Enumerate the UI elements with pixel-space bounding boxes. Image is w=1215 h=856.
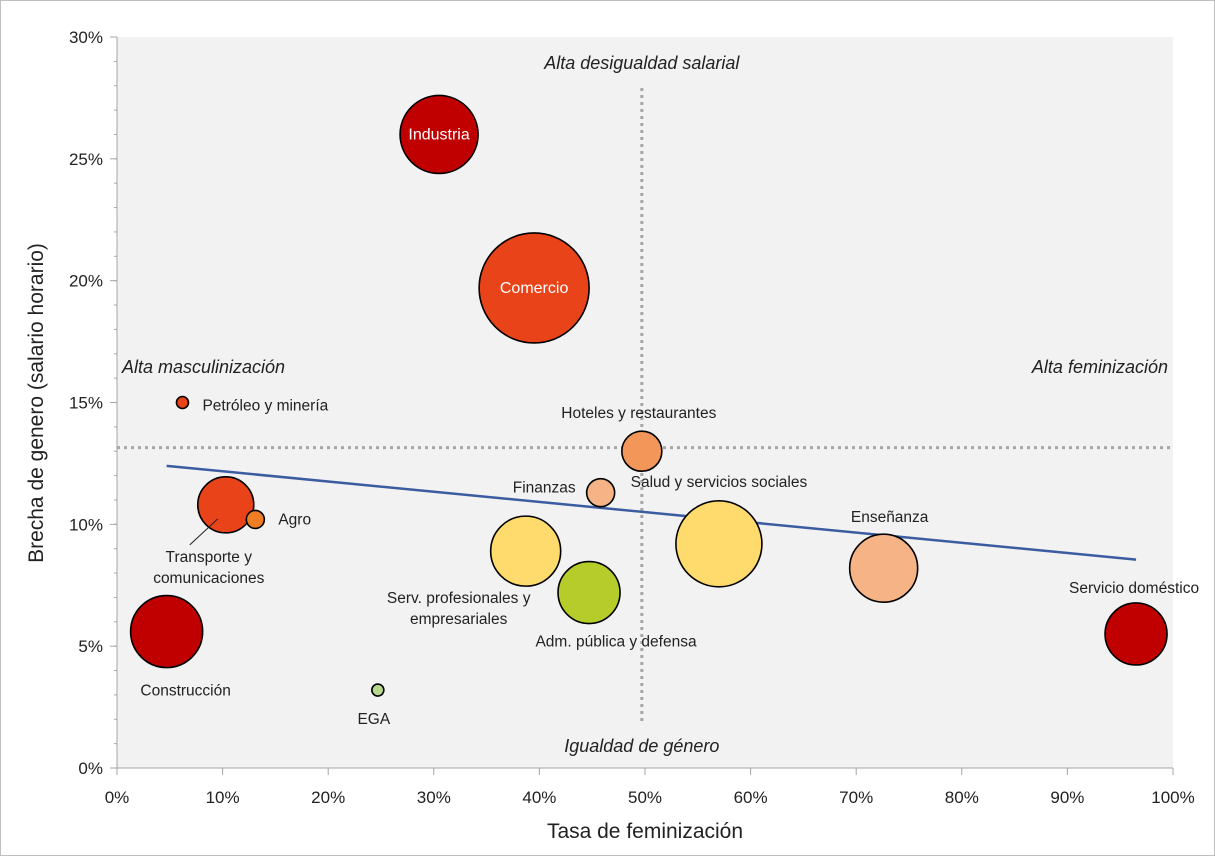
bubble[interactable] xyxy=(175,395,190,410)
bubble[interactable] xyxy=(675,500,763,588)
x-tick-label: 30% xyxy=(417,788,451,807)
x-tick-label: 60% xyxy=(734,788,768,807)
x-tick-label: 80% xyxy=(945,788,979,807)
x-tick-label: 50% xyxy=(628,788,662,807)
bubble[interactable] xyxy=(489,515,562,587)
y-tick-label: 25% xyxy=(69,150,103,169)
point-label: Construcción xyxy=(140,683,230,700)
bubble[interactable] xyxy=(478,232,590,344)
x-tick-label: 40% xyxy=(522,788,556,807)
point-label: Salud y servicios sociales xyxy=(631,474,808,491)
quadrant-label-bottom: Igualdad de género xyxy=(564,736,719,756)
label-leader-line xyxy=(189,518,219,546)
bubble[interactable] xyxy=(129,594,204,669)
y-tick-label: 30% xyxy=(69,28,103,47)
bubble[interactable] xyxy=(371,683,385,697)
bubble[interactable] xyxy=(585,477,616,508)
quadrant-label-right: Alta feminización xyxy=(1031,357,1168,377)
bubble[interactable] xyxy=(557,560,621,625)
y-tick-label: 10% xyxy=(69,515,103,534)
point-label: Comercio xyxy=(500,280,569,297)
point-label: Agro xyxy=(278,511,311,528)
y-tick-label: 0% xyxy=(78,759,103,778)
point-label: Adm. pública y defensa xyxy=(535,634,697,651)
y-tick-label: 5% xyxy=(78,637,103,656)
x-tick-label: 0% xyxy=(105,788,130,807)
bubble[interactable] xyxy=(848,533,919,603)
point-label: Hoteles y restaurantes xyxy=(561,405,716,422)
bubble[interactable] xyxy=(399,94,479,175)
point-label: Finanzas xyxy=(513,480,576,497)
plot-area xyxy=(117,37,1173,768)
point-label: Serv. profesionales y empresariales xyxy=(387,590,531,628)
x-tick-label: 70% xyxy=(839,788,873,807)
point-label-line: Transporte y xyxy=(166,549,253,566)
point-label: Enseñanza xyxy=(851,509,929,526)
point-label: Industria xyxy=(408,126,469,143)
x-axis-title: Tasa de feminización xyxy=(547,820,743,843)
quadrant-label-top: Alta desigualdad salarial xyxy=(543,53,740,73)
y-tick-label: 15% xyxy=(69,394,103,413)
point-label-line: empresariales xyxy=(410,611,508,628)
quadrant-label-left: Alta masculinización xyxy=(121,357,285,377)
point-label: Petróleo y minería xyxy=(202,398,328,415)
y-axis-title: Brecha de genero (salario horario) xyxy=(25,243,48,563)
point-label: Servicio doméstico xyxy=(1069,580,1199,597)
point-label-line: Serv. profesionales y xyxy=(387,590,531,607)
y-tick-label: 20% xyxy=(69,272,103,291)
bubble[interactable] xyxy=(245,509,266,530)
x-tick-label: 100% xyxy=(1151,788,1194,807)
point-label: Transporte y comunicaciones xyxy=(153,549,264,587)
x-tick-label: 10% xyxy=(206,788,240,807)
point-label: EGA xyxy=(357,711,390,728)
x-tick-label: 20% xyxy=(311,788,345,807)
bubble[interactable] xyxy=(1104,602,1168,666)
bubble[interactable] xyxy=(196,476,255,534)
trend-line xyxy=(166,464,1137,561)
x-tick-label: 90% xyxy=(1050,788,1084,807)
point-label-line: comunicaciones xyxy=(153,570,264,587)
bubble[interactable] xyxy=(621,430,663,473)
